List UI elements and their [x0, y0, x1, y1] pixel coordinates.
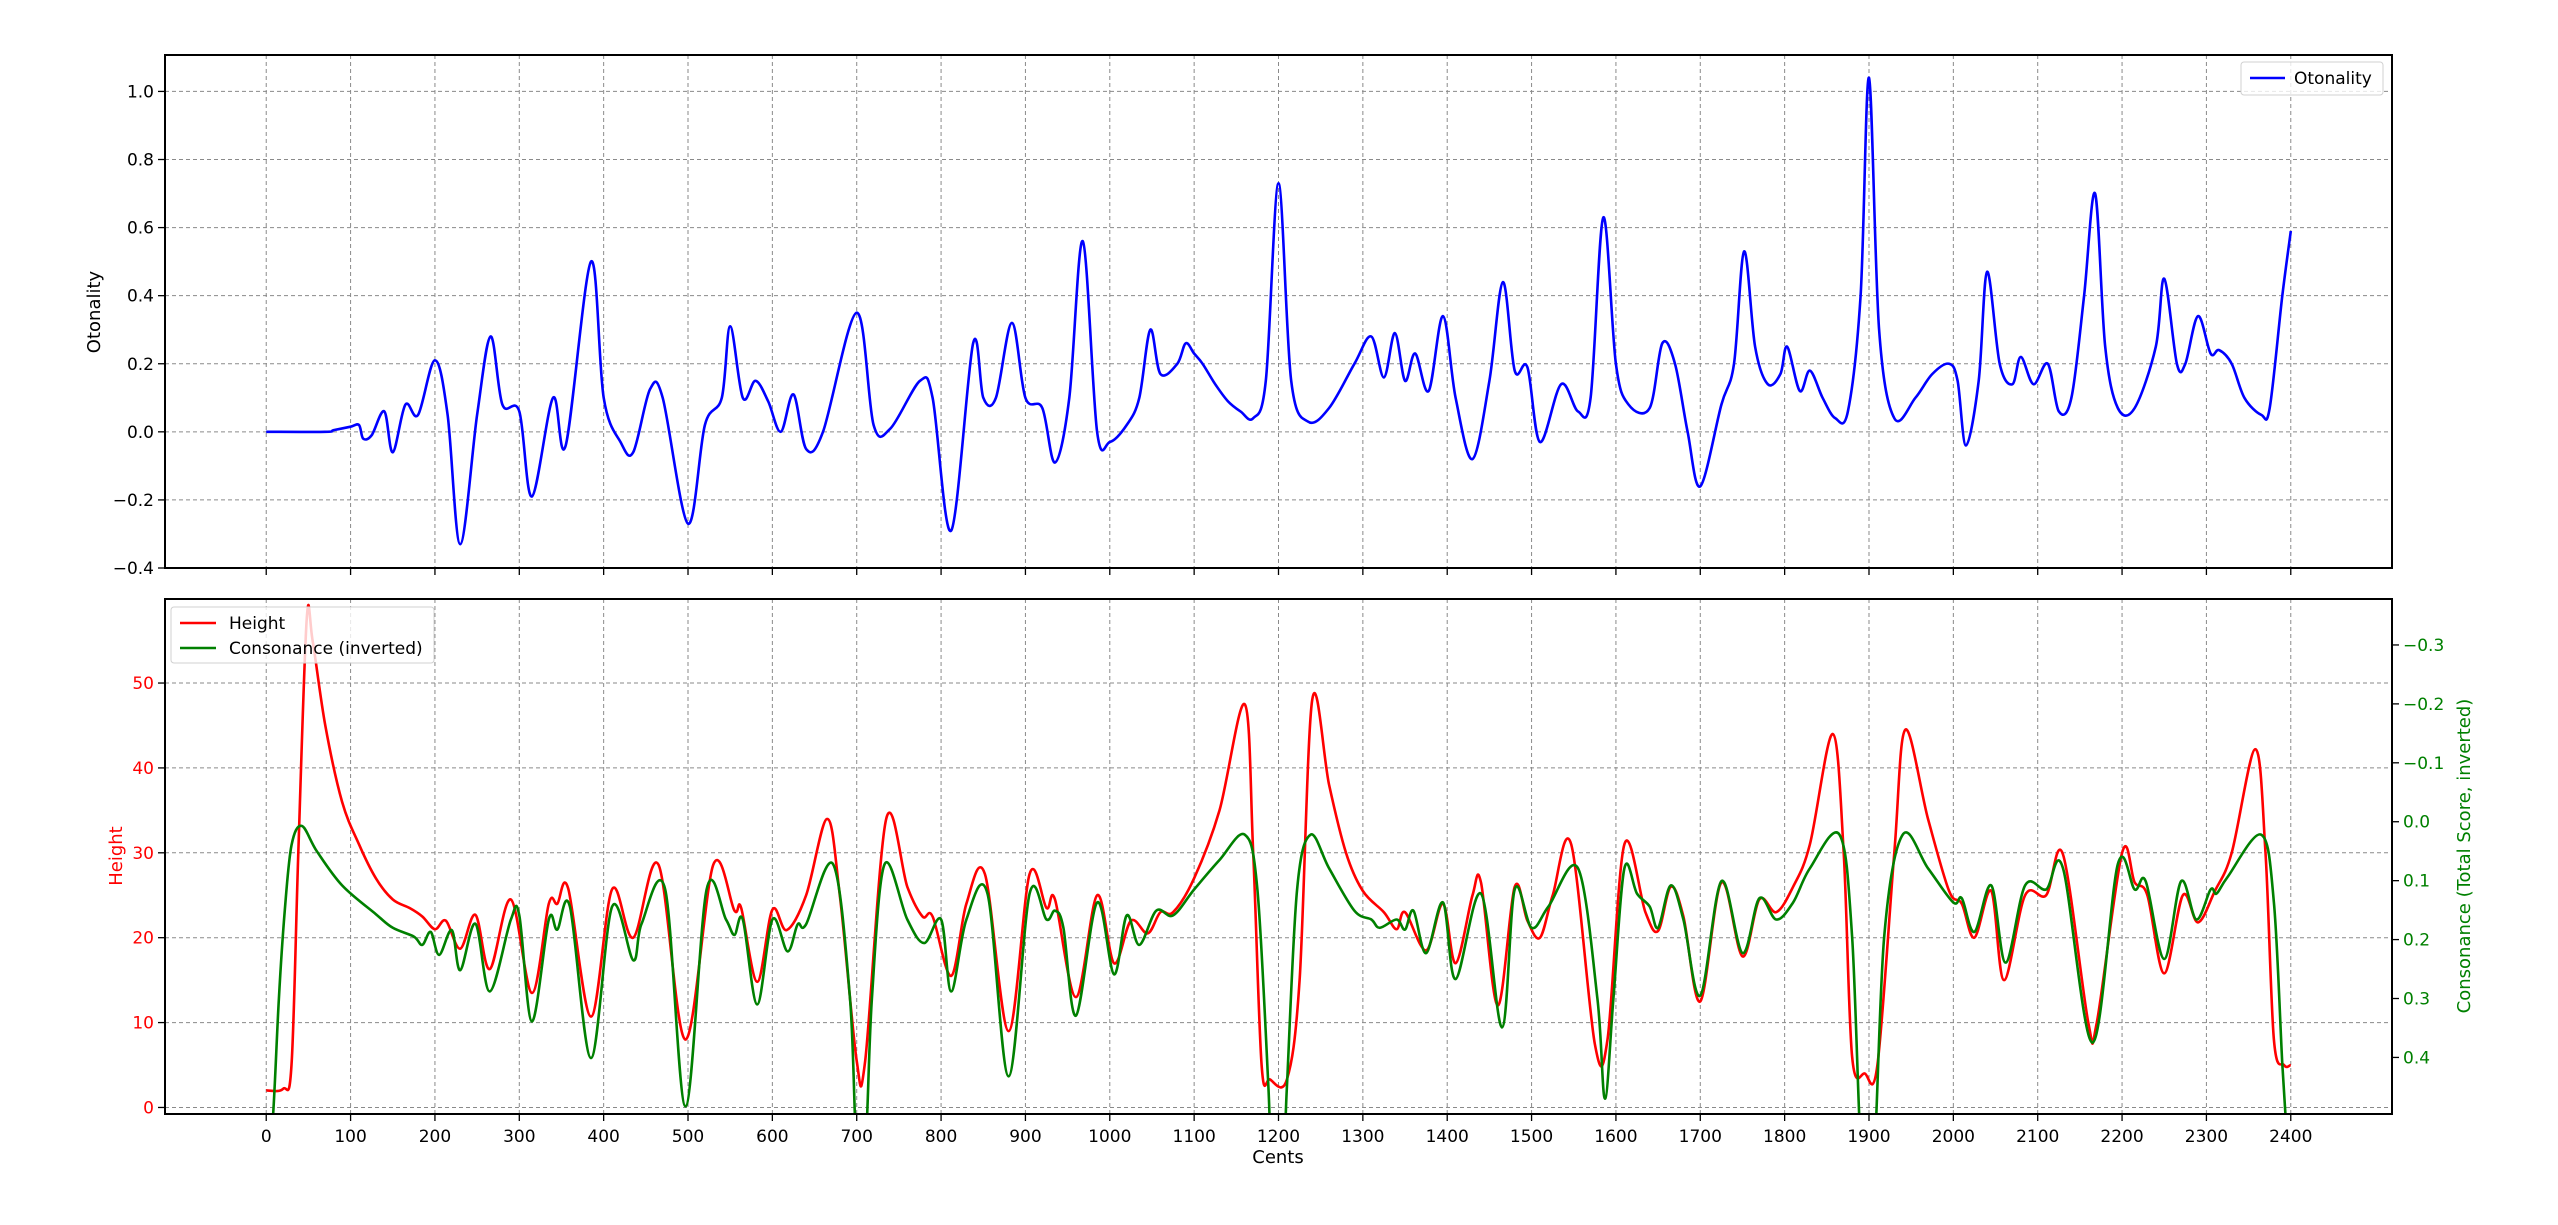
y-tick-label: 0.0	[127, 423, 154, 443]
y-axis-label-left: Height	[106, 826, 127, 886]
plot-area	[266, 603, 2292, 1114]
y-axis-label-right: Consonance (Total Score, inverted)	[2454, 699, 2475, 1014]
otonality-plot: −0.4 −0.2 0.0 0.2 0.4 0.6 0.8 1.0 Otonality Oto…	[84, 54, 2393, 579]
y-tick-label-right: 0.3	[2403, 990, 2430, 1010]
x-tick-label: 1100	[1173, 1127, 1216, 1147]
y-tick-label-right: 0.2	[2403, 931, 2430, 951]
x-tick-label: 1800	[1763, 1127, 1806, 1147]
x-tick-label: 200	[419, 1127, 451, 1147]
ticks: −0.4 −0.2 0.0 0.2 0.4 0.6 0.8 1.0	[113, 82, 2292, 579]
x-tick-label: 2100	[2016, 1127, 2059, 1147]
series-line-consonance	[271, 824, 2287, 1114]
y-tick-label: 1.0	[127, 82, 154, 102]
y-tick-label-left: 0	[143, 1098, 154, 1118]
legend-label-consonance: Consonance (inverted)	[229, 639, 423, 659]
x-tick-label: 2400	[2269, 1127, 2312, 1147]
x-tick-label: 0	[261, 1127, 272, 1147]
y-tick-label-left: 30	[132, 844, 154, 864]
x-axis-label: Cents	[1252, 1147, 1304, 1168]
x-tick-label: 1200	[1257, 1127, 1300, 1147]
x-tick-label: 1700	[1679, 1127, 1722, 1147]
y-tick-label-right: 0.1	[2403, 872, 2430, 892]
x-tick-label: 600	[756, 1127, 788, 1147]
y-tick-label: 0.8	[127, 151, 154, 171]
x-tick-label: 700	[840, 1127, 872, 1147]
x-tick-label: 900	[1009, 1127, 1041, 1147]
x-tick-label: 1900	[1847, 1127, 1890, 1147]
x-tick-label: 2300	[2185, 1127, 2228, 1147]
x-tick-label: 400	[587, 1127, 619, 1147]
y-tick-label-left: 10	[132, 1014, 154, 1034]
x-tick-label: 500	[672, 1127, 704, 1147]
y-tick-label: 0.6	[127, 219, 154, 239]
height-consonance-plot: 0 100 200 300 400 500 600 700 800 900 1000 1100 1200…	[106, 598, 2475, 1168]
legend: Height Consonance (inverted)	[170, 606, 435, 664]
legend-label-otonality: Otonality	[2294, 69, 2372, 89]
series-line-height	[266, 603, 2292, 1093]
grid	[165, 55, 2392, 569]
y-tick-label-right: −0.2	[2403, 695, 2444, 715]
y-axis-label: Otonality	[84, 270, 105, 353]
plot-area	[266, 76, 2293, 546]
x-tick-label: 2200	[2100, 1127, 2143, 1147]
y-tick-label: 0.4	[127, 287, 154, 307]
y-tick-label-left: 50	[132, 674, 154, 694]
x-tick-label: 1000	[1088, 1127, 1131, 1147]
x-tick-label: 1300	[1341, 1127, 1384, 1147]
x-tick-label: 1600	[1594, 1127, 1637, 1147]
y-tick-label-right: −0.3	[2403, 636, 2444, 656]
y-tick-label-right: 0.4	[2403, 1048, 2430, 1068]
y-tick-label: 0.2	[127, 355, 154, 375]
series-line-otonality	[266, 76, 2293, 546]
legend: Otonality	[2240, 61, 2384, 96]
y-tick-label-left: 20	[132, 929, 154, 949]
x-tick-label: 2000	[1932, 1127, 1975, 1147]
x-tick-label: 300	[503, 1127, 535, 1147]
x-tick-label: 1400	[1426, 1127, 1469, 1147]
y-tick-label: −0.4	[113, 559, 154, 579]
y-tick-label: −0.2	[113, 491, 154, 511]
x-tick-label: 100	[334, 1127, 366, 1147]
legend-box	[170, 606, 435, 664]
x-tick-label: 800	[925, 1127, 957, 1147]
legend-label-height: Height	[229, 614, 286, 634]
legend-box	[2240, 61, 2384, 96]
ticks: 0 100 200 300 400 500 600 700 800 900 1000 1100 1200…	[132, 636, 2444, 1147]
y-tick-label-right: −0.1	[2403, 754, 2444, 774]
y-tick-label-left: 40	[132, 759, 154, 779]
y-tick-label-right: 0.0	[2403, 813, 2430, 833]
grid	[165, 599, 2392, 1114]
x-tick-label: 1500	[1510, 1127, 1553, 1147]
